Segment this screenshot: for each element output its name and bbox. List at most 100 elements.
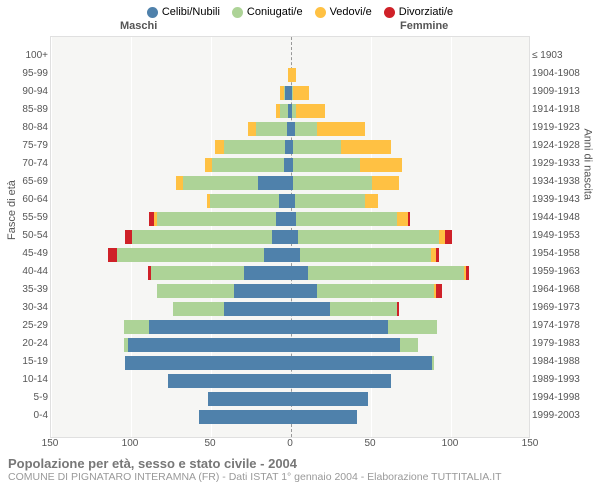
bar-segment [295,122,317,136]
bar-female [290,266,469,280]
bar-segment [258,176,290,190]
header-male: Maschi [120,20,157,32]
bar-male [280,86,290,100]
bar-segment [296,212,397,226]
bar-female [290,86,309,100]
legend: Celibi/NubiliConiugati/eVedovi/eDivorzia… [0,0,600,20]
bar-segment [128,338,290,352]
y-label-age: 25-29 [0,317,48,335]
population-pyramid-chart: Celibi/NubiliConiugati/eVedovi/eDivorzia… [0,0,600,500]
y-label-birth: 1934-1938 [532,173,600,191]
y-label-age: 85-89 [0,101,48,119]
chart-subtitle: COMUNE DI PIGNATARO INTERAMNA (FR) - Dat… [8,471,592,483]
bar-male [208,392,290,406]
chart-title: Popolazione per età, sesso e stato civil… [8,456,592,471]
bar-male [276,104,290,118]
x-tick-label: 50 [204,438,215,449]
bar-segment [183,176,258,190]
bar-female [290,68,296,82]
bar-segment [173,302,224,316]
bar-segment [276,212,290,226]
legend-label: Celibi/Nubili [162,6,220,18]
y-label-birth: 1959-1963 [532,263,600,281]
bar-segment [290,356,432,370]
bar-segment [293,158,360,172]
bar-segment [432,356,434,370]
bar-segment [400,338,418,352]
header-female: Femmine [400,20,448,32]
bar-female [290,140,391,154]
bar-segment [248,122,256,136]
y-label-birth: 1909-1913 [532,83,600,101]
y-label-age: 0-4 [0,407,48,425]
pyramid-row [51,354,529,372]
bar-segment [151,266,244,280]
y-label-age: 75-79 [0,137,48,155]
y-label-age: 15-19 [0,353,48,371]
legend-label: Vedovi/e [330,6,372,18]
pyramid-row [51,174,529,192]
bar-segment [290,230,298,244]
y-label-birth: 1924-1928 [532,137,600,155]
pyramid-row [51,138,529,156]
y-label-birth: 1984-1988 [532,353,600,371]
legend-swatch [232,7,243,18]
bar-male [168,374,290,388]
y-label-age: 90-94 [0,83,48,101]
pyramid-row [51,84,529,102]
bar-segment [208,392,290,406]
bar-segment [117,248,264,262]
x-tick-label: 50 [364,438,375,449]
bar-male [205,158,290,172]
bar-segment [234,284,290,298]
y-label-age: 10-14 [0,371,48,389]
bar-segment [293,86,309,100]
bar-segment [108,248,118,262]
pyramid-row [51,318,529,336]
y-label-age: 45-49 [0,245,48,263]
pyramid-row [51,102,529,120]
y-label-birth: 1914-1918 [532,101,600,119]
pyramid-row [51,246,529,264]
bar-male [215,140,290,154]
bar-male [148,266,290,280]
pyramid-row [51,48,529,66]
bar-segment [290,320,388,334]
y-label-birth: ≤ 1903 [532,47,600,65]
bar-segment [365,194,378,208]
bar-female [290,338,418,352]
pyramid-row [51,390,529,408]
y-label-age: 70-74 [0,155,48,173]
y-label-age: 100+ [0,47,48,65]
legend-item: Divorziati/e [384,6,453,18]
bar-male [108,248,290,262]
bar-segment [125,356,290,370]
bar-female [290,158,402,172]
bar-segment [157,284,234,298]
bar-segment [199,410,290,424]
legend-item: Vedovi/e [315,6,372,18]
y-label-birth: 1989-1993 [532,371,600,389]
bar-male [124,320,290,334]
bar-female [290,104,325,118]
y-label-birth: 1949-1953 [532,227,600,245]
y-label-birth: 1929-1933 [532,155,600,173]
bar-segment [317,284,434,298]
y-label-age: 60-64 [0,191,48,209]
x-tick-label: 100 [442,438,459,449]
y-label-birth: 1944-1948 [532,209,600,227]
bar-segment [256,122,286,136]
bar-segment [290,266,308,280]
bar-segment [290,338,400,352]
bar-segment [290,410,357,424]
bar-segment [215,140,225,154]
y-label-age: 55-59 [0,209,48,227]
bar-segment [466,266,469,280]
bar-female [290,212,410,226]
bar-male [248,122,290,136]
bar-male [176,176,290,190]
y-label-age: 5-9 [0,389,48,407]
bar-segment [272,230,290,244]
bar-segment [264,248,290,262]
bar-segment [290,68,296,82]
